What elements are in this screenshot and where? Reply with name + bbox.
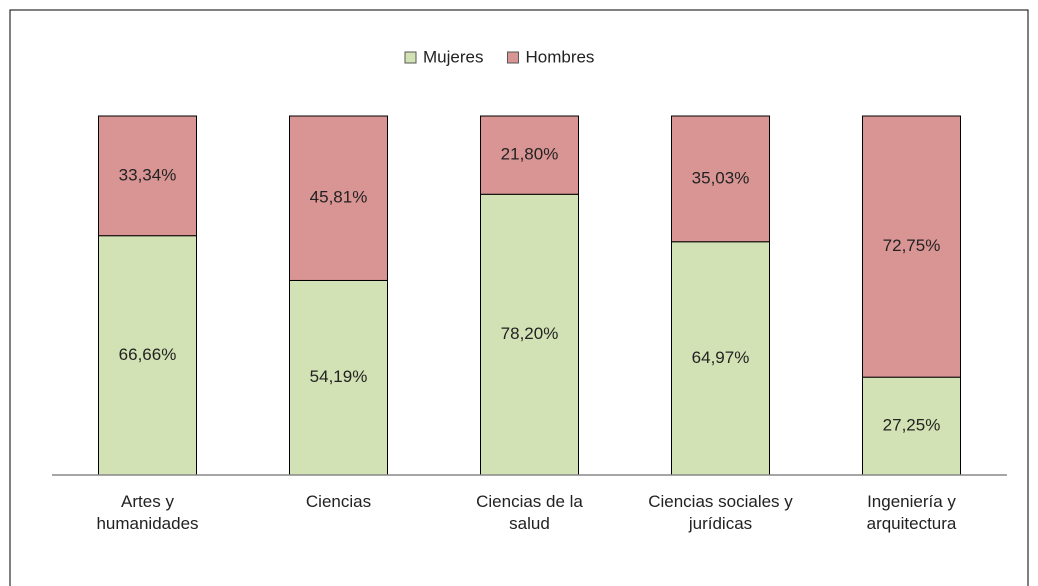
data-label: 72,75% (883, 236, 941, 255)
x-tick-label: Ingeniería y arquitectura (866, 492, 957, 533)
chart-frame (9, 9, 1029, 586)
x-tick-label: Ciencias (305, 492, 372, 511)
bar-segment (862, 115, 961, 378)
data-label: 35,03% (692, 168, 750, 187)
legend-swatch (506, 51, 519, 64)
bar-segment (862, 376, 961, 476)
legend-swatch (404, 51, 417, 64)
data-label: 66,66% (119, 345, 177, 364)
data-label: 21,80% (501, 145, 559, 164)
bar-segment (671, 241, 770, 476)
data-label: 45,81% (310, 188, 368, 207)
bar-segment (671, 115, 770, 243)
data-label: 54,19% (310, 367, 368, 386)
x-tick-label: Artes y humanidades (96, 492, 199, 533)
data-label: 33,34% (119, 165, 177, 184)
data-label: 64,97% (692, 348, 750, 367)
data-label: 27,25% (883, 416, 941, 435)
bar-segment (289, 115, 388, 281)
x-tick-label: Ciencias sociales y jurídicas (648, 492, 793, 533)
bar-segment (98, 115, 197, 237)
bar-segment (480, 115, 579, 195)
data-label: 78,20% (501, 324, 559, 343)
legend-label: Hombres (525, 47, 594, 66)
legend-label: Mujeres (423, 47, 483, 66)
bar-segment (289, 279, 388, 476)
x-tick-label: Ciencias de la salud (476, 492, 583, 533)
